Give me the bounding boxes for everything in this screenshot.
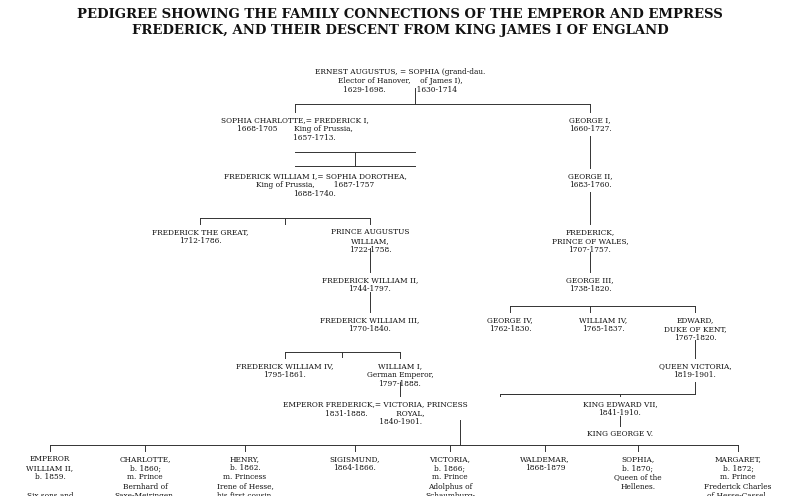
Text: VICTORIA,
b. 1866;
m. Prince
Adolphus of
Schaumburg-
L Lippe.: VICTORIA, b. 1866; m. Prince Adolphus of… (425, 455, 475, 496)
Text: KING GEORGE V.: KING GEORGE V. (587, 430, 653, 438)
Text: SOPHIA,
b. 1870;
Queen of the
Hellenes.

Three sons and
two daughters.: SOPHIA, b. 1870; Queen of the Hellenes. … (610, 455, 666, 496)
Text: PEDIGREE SHOWING THE FAMILY CONNECTIONS OF THE EMPEROR AND EMPRESS: PEDIGREE SHOWING THE FAMILY CONNECTIONS … (77, 8, 723, 21)
Text: GEORGE IV,
1762-1830.: GEORGE IV, 1762-1830. (487, 316, 533, 333)
Text: FREDERICK WILLIAM IV,
1795-1861.: FREDERICK WILLIAM IV, 1795-1861. (236, 362, 334, 379)
Text: GEORGE I,
1660-1727.: GEORGE I, 1660-1727. (569, 116, 611, 133)
Text: FREDERICK, AND THEIR DESCENT FROM KING JAMES I OF ENGLAND: FREDERICK, AND THEIR DESCENT FROM KING J… (132, 24, 668, 37)
Text: QUEEN VICTORIA,
1819-1901.: QUEEN VICTORIA, 1819-1901. (658, 362, 731, 379)
Text: FREDERICK WILLIAM I,= SOPHIA DOROTHEA,
King of Prussia,        1687-1757
1688-17: FREDERICK WILLIAM I,= SOPHIA DOROTHEA, K… (223, 172, 406, 198)
Text: FREDERICK THE GREAT,
1712-1786.: FREDERICK THE GREAT, 1712-1786. (152, 228, 248, 245)
Text: FREDERICK WILLIAM II,
1744-1797.: FREDERICK WILLIAM II, 1744-1797. (322, 276, 418, 293)
Text: EMPEROR FREDERICK,= VICTORIA, PRINCESS
1831-1888.            ROYAL,
            : EMPEROR FREDERICK,= VICTORIA, PRINCESS 1… (282, 400, 467, 427)
Text: FREDERICK,
PRINCE OF WALES,
1707-1757.: FREDERICK, PRINCE OF WALES, 1707-1757. (552, 228, 628, 254)
Text: FREDERICK WILLIAM III,
1770-1840.: FREDERICK WILLIAM III, 1770-1840. (320, 316, 420, 333)
Text: ERNEST AUGUSTUS, = SOPHIA (grand-dau.
Elector of Hanover,    of James I),
1629-1: ERNEST AUGUSTUS, = SOPHIA (grand-dau. El… (315, 68, 485, 94)
Text: GEORGE III,
1738-1820.: GEORGE III, 1738-1820. (566, 276, 614, 293)
Text: CHARLOTTE,
b. 1860;
m. Prince
Bernhard of
Saxe-Meiringen.

One daughter.: CHARLOTTE, b. 1860; m. Prince Bernhard o… (114, 455, 176, 496)
Text: EDWARD,
DUKE OF KENT,
1767-1820.: EDWARD, DUKE OF KENT, 1767-1820. (664, 316, 726, 342)
Text: SOPHIA CHARLOTTE,= FREDERICK I,
1668-1705       King of Prussia,
               : SOPHIA CHARLOTTE,= FREDERICK I, 1668-170… (221, 116, 369, 142)
Text: KING EDWARD VII,
1841-1910.: KING EDWARD VII, 1841-1910. (582, 400, 658, 417)
Text: WALDEMAR,
1868-1879: WALDEMAR, 1868-1879 (520, 455, 570, 472)
Text: GEORGE II,
1683-1760.: GEORGE II, 1683-1760. (568, 172, 612, 189)
Text: MARGARET,
b. 1872;
m. Prince
Frederick Charles
of Hesse-Cassel.

Six sons.: MARGARET, b. 1872; m. Prince Frederick C… (704, 455, 772, 496)
Text: EMPEROR
WILLIAM II,
b. 1859.

Six sons and
one daughter.: EMPEROR WILLIAM II, b. 1859. Six sons an… (24, 455, 76, 496)
Text: HENRY,
b. 1862.
m. Princess
Irene of Hesse,
his first cousin.

Three sons.: HENRY, b. 1862. m. Princess Irene of Hes… (217, 455, 274, 496)
Text: SIGISMUND,
1864-1866.: SIGISMUND, 1864-1866. (330, 455, 380, 472)
Text: WILLIAM I,
German Emperor,
1797-1888.: WILLIAM I, German Emperor, 1797-1888. (366, 362, 434, 388)
Text: WILLIAM IV,
1765-1837.: WILLIAM IV, 1765-1837. (579, 316, 627, 333)
Text: PRINCE AUGUSTUS
WILLIAM,
1722-1758.: PRINCE AUGUSTUS WILLIAM, 1722-1758. (330, 228, 410, 254)
